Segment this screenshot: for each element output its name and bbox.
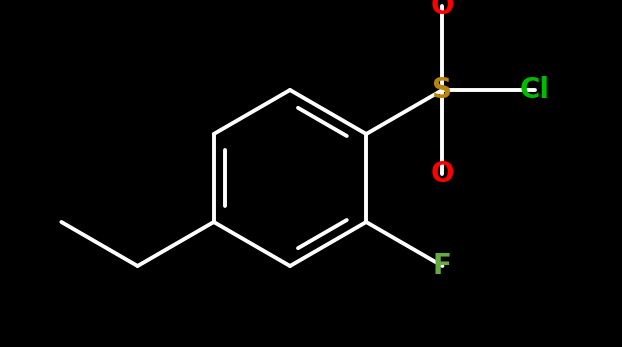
Text: S: S (432, 76, 452, 104)
Text: Cl: Cl (520, 76, 550, 104)
Text: F: F (433, 252, 452, 280)
Text: O: O (430, 160, 454, 188)
Text: O: O (430, 0, 454, 20)
